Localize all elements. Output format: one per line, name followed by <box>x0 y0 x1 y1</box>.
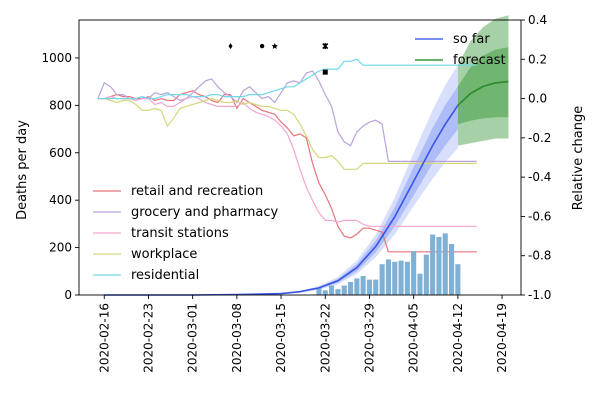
bar <box>341 285 347 295</box>
y2-tick-label: -1.0 <box>528 288 551 302</box>
bar <box>436 236 442 295</box>
y-tick-label: 800 <box>49 98 72 112</box>
bar <box>385 259 391 295</box>
y2-tick-label: 0.4 <box>528 13 547 27</box>
y-tick-label: 0 <box>64 288 72 302</box>
y2-tick-label: -0.4 <box>528 170 551 184</box>
y2-tick-label: 0.0 <box>528 92 547 106</box>
x-axis-ticks: 2020-02-16 2020-02-23 2020-03-01 2020-03-08… <box>97 295 509 373</box>
mobility-line-workplace <box>97 97 477 170</box>
bar <box>398 260 404 295</box>
y-axis-label: Deaths per day <box>15 120 30 220</box>
mobility-line-transit-stations <box>97 95 477 227</box>
y2-tick-label: -0.6 <box>528 209 551 223</box>
axes <box>78 19 522 296</box>
bar <box>430 234 436 295</box>
x-tick-label: 2020-04-12 <box>451 303 465 373</box>
observed-deaths-bars <box>316 233 461 295</box>
legend-label: grocery and pharmacy <box>131 205 279 220</box>
y2-axis-label: Relative change <box>571 106 586 210</box>
intervention-markers <box>228 43 329 75</box>
bar <box>348 282 354 295</box>
bar <box>417 273 423 295</box>
x-tick-label: 2020-04-19 <box>495 303 509 373</box>
legend-label: forecast <box>453 53 506 68</box>
legend-label: retail and recreation <box>131 184 263 199</box>
legend-label: transit stations <box>131 226 229 241</box>
legend-label: workplace <box>131 247 197 262</box>
bar <box>404 261 410 295</box>
bar <box>442 233 448 295</box>
x-tick-label: 2020-03-08 <box>230 303 244 373</box>
x-tick-label: 2020-03-29 <box>363 303 377 373</box>
so-far-line <box>104 104 459 296</box>
bar <box>322 290 328 295</box>
bar <box>360 276 366 295</box>
x-tick-label: 2020-02-16 <box>97 303 111 373</box>
legend-label: so far <box>453 32 490 47</box>
y-axis-ticks: 0 200 400 600 800 1000 <box>41 51 79 302</box>
mobility-line-residential <box>97 58 477 100</box>
marker-diamond <box>228 43 233 50</box>
x-tick-label: 2020-03-15 <box>274 303 288 373</box>
y-tick-label: 200 <box>49 241 72 255</box>
bar <box>392 261 398 295</box>
plot-frame <box>78 19 522 296</box>
y2-tick-label: -0.8 <box>528 249 551 263</box>
bar <box>411 251 417 295</box>
bar <box>423 254 429 295</box>
bar <box>366 279 372 295</box>
x-tick-label: 2020-04-05 <box>407 303 421 373</box>
bar <box>455 264 461 295</box>
bar <box>329 285 335 295</box>
y-tick-label: 600 <box>49 146 72 160</box>
bar <box>316 287 322 295</box>
legend-model: so far forecast <box>415 32 506 68</box>
y2-tick-label: -0.2 <box>528 131 551 145</box>
bar <box>373 279 379 295</box>
bar <box>449 244 455 295</box>
marker-star <box>271 43 278 50</box>
y2-axis-ticks: -1.0 -0.8 -0.6 -0.4 -0.2 0.0 0.2 0.4 <box>521 13 551 302</box>
marker-circle <box>259 43 265 49</box>
y-tick-label: 1000 <box>41 51 72 65</box>
x-tick-label: 2020-02-23 <box>142 303 156 373</box>
forecast-line <box>457 80 509 106</box>
y2-tick-label: 0.2 <box>528 52 547 66</box>
legend-mobility: retail and recreation grocery and pharmac… <box>93 184 279 283</box>
x-tick-label: 2020-03-01 <box>186 303 200 373</box>
bar <box>379 264 385 295</box>
x-tick-label: 2020-03-22 <box>318 303 332 373</box>
bar <box>335 289 341 295</box>
model-lines <box>104 80 509 296</box>
marker-square <box>322 69 328 75</box>
marker-cross <box>322 43 329 50</box>
legend-label: residential <box>131 268 199 283</box>
mobility-line-grocery-and-pharmacy <box>97 70 477 162</box>
bar <box>354 278 360 295</box>
y-tick-label: 400 <box>49 193 72 207</box>
